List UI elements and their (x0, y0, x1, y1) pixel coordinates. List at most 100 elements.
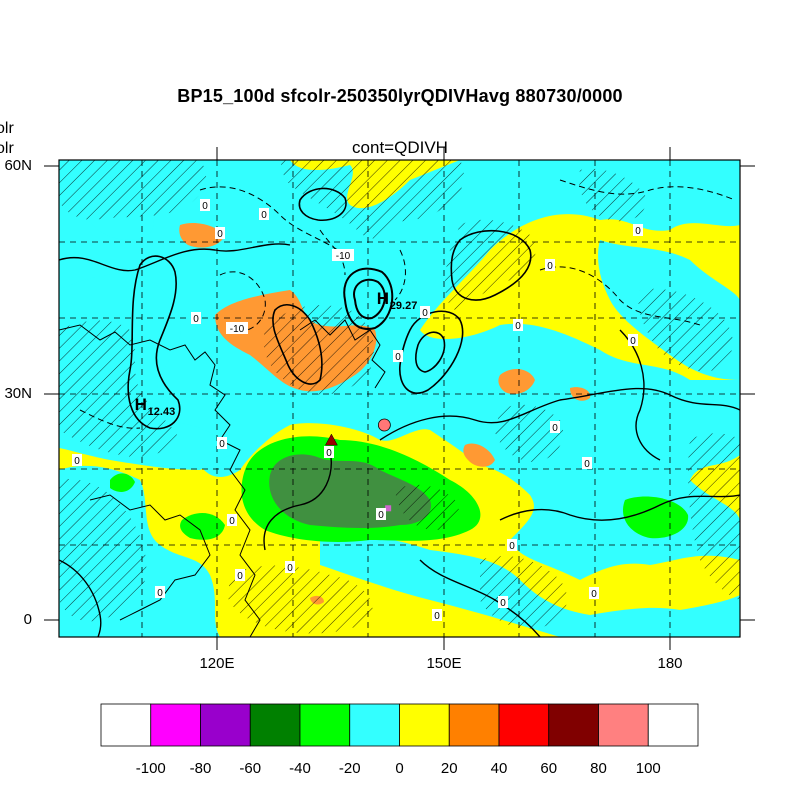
contour-label: -10 (230, 324, 245, 335)
contour-label: 0 (509, 541, 515, 552)
contour-label: 0 (378, 510, 384, 521)
contour-label-bg (633, 224, 643, 236)
hatch-right-top (579, 168, 646, 222)
hatch-center-south (395, 484, 459, 530)
markers-layer (324, 418, 392, 512)
contour-label: 0 (547, 261, 553, 272)
contour-dashed-3 (539, 266, 701, 326)
contour-label-bg (200, 199, 210, 211)
colorbar-box-4 (299, 703, 351, 747)
colorbar-box-2 (200, 703, 251, 747)
contour-labels-layer: 0 0 0 0 0 0 0 0 0 0 0 0 0 0 0 0 0 0 0 0 0 0 0 0 -10 -10 (72, 199, 643, 622)
coastlines (59, 319, 386, 637)
contour-long-3 (263, 449, 332, 551)
contour-label-bg (498, 596, 508, 608)
contour-dashed-7 (394, 249, 406, 301)
x-tick-label-120e: 120E (199, 655, 235, 672)
colorbar-label-6: 20 (441, 760, 458, 777)
contour-label: 0 (326, 448, 332, 459)
coastline-asia (59, 324, 261, 637)
contour-label-bg (420, 306, 430, 318)
marker-circle-2 (377, 418, 391, 432)
hatch-east (638, 288, 733, 372)
contour-label-bg (628, 334, 638, 346)
contour-label: 0 (217, 229, 223, 240)
contour-label-bg (513, 319, 523, 331)
contour-label-bg (550, 421, 560, 433)
contour-label-bg (155, 586, 165, 598)
hatch-southcentral (228, 565, 373, 634)
contour-ring-east-inner (415, 331, 446, 373)
colorbar-label-8: 60 (540, 760, 557, 777)
colorbar: -100 -80 -60 -40 -20 0 20 40 60 80 100 (100, 703, 699, 777)
colorbar-label-5: 0 (395, 760, 403, 777)
contour-label: 0 (395, 352, 401, 363)
hatch-southeast (480, 556, 568, 629)
green-region-small (110, 473, 135, 492)
marker-triangle-1 (324, 433, 338, 446)
contour-label: -10 (336, 251, 351, 262)
contour-west-loop (127, 255, 181, 430)
contour-dashed-2 (219, 271, 266, 332)
marker-square-3 (385, 505, 392, 512)
contour-high-1 (353, 278, 386, 320)
contour-label-bg (285, 561, 295, 573)
contour-label: 0 (422, 308, 428, 319)
contour-label: 0 (237, 571, 243, 582)
coastline-korea-japan (299, 319, 386, 389)
contour-label: 0 (74, 456, 80, 467)
cyan-region-south (320, 535, 740, 637)
contour-label: 0 (261, 210, 267, 221)
contour-label-bg (332, 249, 354, 261)
chart-title: BP15_100d sfcolr-250350lyrQDIVHavg 88073… (177, 86, 623, 106)
contour-central-loop (272, 304, 323, 385)
contour-dashed-4 (559, 179, 736, 201)
contour-label: 0 (287, 563, 293, 574)
contour-label-bg (72, 454, 82, 466)
contour-label-bg (582, 457, 592, 469)
hatch-northwest (59, 160, 207, 220)
contour-high-2 (343, 267, 394, 330)
y-tick-label-60n: 60N (4, 157, 32, 174)
contour-label: 0 (500, 598, 506, 609)
contour-label-bg (376, 508, 386, 520)
hatch-north (280, 160, 464, 239)
green-region-west (180, 513, 225, 540)
contour-ring-north (298, 187, 347, 222)
contour-long-6 (59, 559, 102, 637)
contour-dashed-6 (79, 409, 141, 429)
colorbar-box-1 (150, 703, 201, 747)
contour-label: 0 (584, 459, 590, 470)
hatch-west (59, 320, 180, 457)
contour-lines (59, 179, 740, 637)
contour-label-bg (191, 312, 201, 324)
contour-label-bg (507, 539, 517, 551)
contour-label-bg (432, 609, 442, 621)
contour-label: 0 (202, 201, 208, 212)
hatch-southwest (59, 479, 147, 622)
green-region-east (622, 496, 689, 539)
high-symbol-2: H (135, 395, 147, 414)
y-tick-label-30n: 30N (4, 385, 32, 402)
contour-label: 0 (591, 589, 597, 600)
contour-long-2 (379, 387, 740, 441)
hatched-regions (59, 160, 740, 634)
colorbar-label-4: -20 (339, 760, 361, 777)
colorbar-label-0: -100 (136, 760, 166, 777)
left-fragment-1: olr (0, 120, 14, 137)
contour-northeast-loop (450, 229, 532, 301)
contour-label-bg (217, 437, 227, 449)
colorbar-label-1: -80 (190, 760, 212, 777)
hatch-farright (688, 433, 740, 600)
colorbar-box-0 (100, 703, 152, 747)
high-value-2: 12.43 (148, 406, 176, 418)
colorbar-box-7 (448, 703, 500, 747)
contour-label-bg (227, 514, 237, 526)
colorbar-box-8 (498, 703, 550, 747)
coastline-islands (89, 494, 211, 621)
colorbar-box-6 (399, 703, 450, 747)
colorbar-label-2: -60 (239, 760, 261, 777)
contour-label-bg (215, 227, 225, 239)
contour-dashed-5 (319, 229, 346, 276)
